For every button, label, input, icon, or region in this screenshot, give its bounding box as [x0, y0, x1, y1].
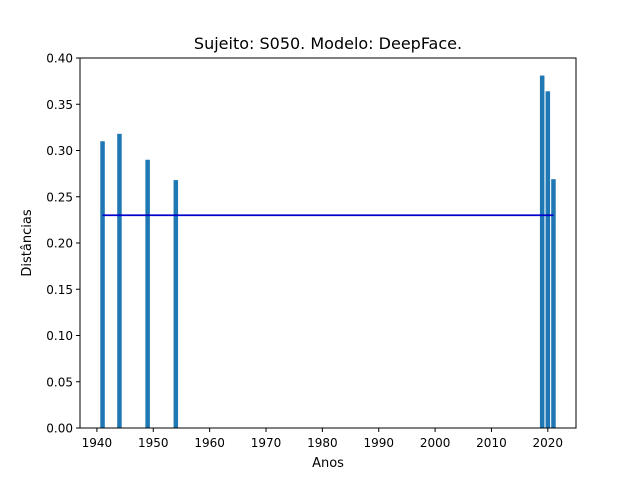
x-tick-label: 1940 — [82, 436, 113, 450]
chart-title: Sujeito: S050. Modelo: DeepFace. — [194, 34, 462, 53]
bar-1941 — [100, 141, 105, 428]
x-tick-label: 2020 — [533, 436, 564, 450]
y-tick-label: 0.40 — [46, 52, 73, 66]
y-tick-label: 0.20 — [46, 237, 73, 251]
bars-layer — [100, 75, 556, 429]
y-tick-label: 0.10 — [46, 329, 73, 343]
bar-2020 — [545, 91, 551, 429]
y-tick-label: 0.25 — [46, 190, 73, 204]
y-tick-label: 0.35 — [46, 98, 73, 112]
bar-1949 — [145, 159, 150, 428]
y-axis-label: Distâncias — [20, 209, 35, 276]
x-tick-label: 1980 — [307, 436, 338, 450]
x-tick-label: 2000 — [420, 436, 451, 450]
bar-2021 — [551, 179, 556, 428]
x-tick-label: 1950 — [138, 436, 169, 450]
y-tick-label: 0.15 — [46, 283, 73, 297]
x-tick-label: 1970 — [251, 436, 282, 450]
x-tick-label: 1990 — [363, 436, 394, 450]
y-tick-label: 0.05 — [46, 375, 73, 389]
bar-1954 — [173, 180, 179, 428]
bar-1944 — [117, 133, 122, 428]
y-tick-label: 0.30 — [46, 144, 73, 158]
y-tick-label: 0.00 — [46, 422, 73, 436]
y-axis-ticks: 0.00 0.05 0.10 0.15 0.20 0.25 0.30 0.35 0.40 — [46, 52, 80, 436]
x-axis-ticks: 1940 1950 1960 1970 1980 1990 2000 2010 2020 — [82, 428, 563, 450]
x-axis-label: Anos — [312, 456, 344, 471]
bar-2019 — [539, 75, 545, 428]
x-tick-label: 2010 — [476, 436, 507, 450]
x-tick-label: 1960 — [194, 436, 225, 450]
